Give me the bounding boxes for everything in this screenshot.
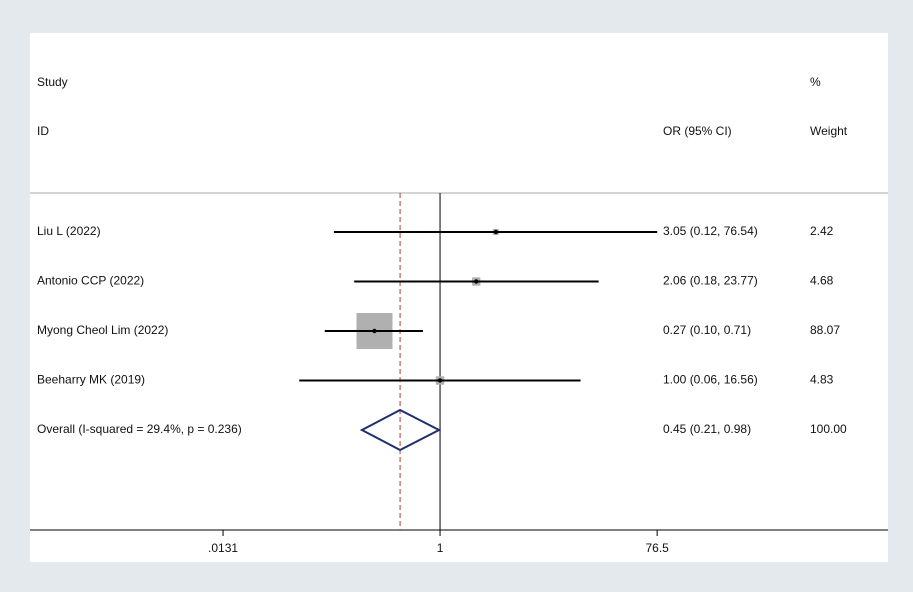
study-name: Antonio CCP (2022) bbox=[37, 274, 144, 288]
weight-label: 4.83 bbox=[810, 373, 834, 387]
overall-weight-label: 100.00 bbox=[810, 422, 847, 436]
estimate-label: 3.05 (0.12, 76.54) bbox=[663, 224, 758, 238]
study-name: Beeharry MK (2019) bbox=[37, 373, 145, 387]
x-tick-label: 76.5 bbox=[645, 541, 669, 555]
x-tick-label: .0131 bbox=[208, 541, 238, 555]
weight-label: 2.42 bbox=[810, 224, 834, 238]
overall-name: Overall (I-squared = 29.4%, p = 0.236) bbox=[37, 422, 242, 436]
header-study: Study bbox=[37, 75, 68, 89]
header-estimate: OR (95% CI) bbox=[663, 124, 732, 138]
estimate-label: 2.06 (0.18, 23.77) bbox=[663, 274, 758, 288]
study-name: Myong Cheol Lim (2022) bbox=[37, 323, 168, 337]
study-name: Liu L (2022) bbox=[37, 224, 101, 238]
header-id: ID bbox=[37, 124, 49, 138]
estimate-label: 1.00 (0.06, 16.56) bbox=[663, 373, 758, 387]
point-estimate bbox=[493, 229, 499, 235]
point-estimate bbox=[437, 378, 443, 383]
header-weight: Weight bbox=[810, 124, 848, 138]
x-tick-label: 1 bbox=[437, 541, 444, 555]
header-percent: % bbox=[810, 75, 821, 89]
weight-label: 88.07 bbox=[810, 323, 840, 337]
overall-estimate-label: 0.45 (0.21, 0.98) bbox=[663, 422, 751, 436]
point-estimate bbox=[474, 279, 479, 284]
overall-diamond bbox=[359, 408, 442, 452]
weight-label: 4.68 bbox=[810, 274, 834, 288]
estimate-label: 0.27 (0.10, 0.71) bbox=[663, 323, 751, 337]
plot-panel bbox=[30, 33, 888, 562]
point-estimate bbox=[372, 328, 377, 334]
